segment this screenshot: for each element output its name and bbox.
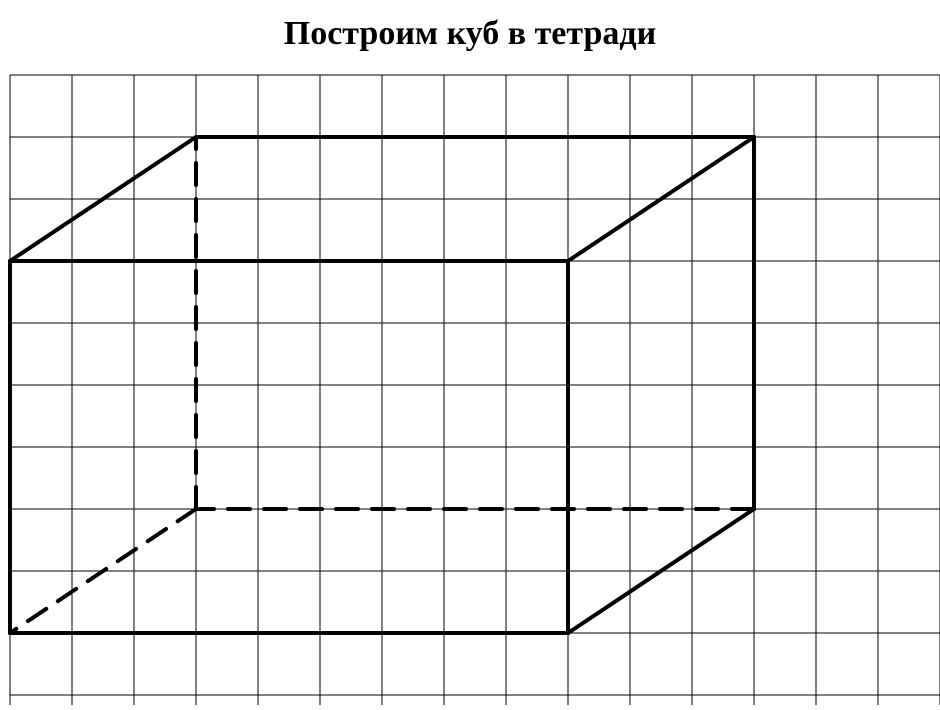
cube-diagram-svg — [0, 0, 940, 705]
diagram-canvas — [0, 0, 940, 710]
